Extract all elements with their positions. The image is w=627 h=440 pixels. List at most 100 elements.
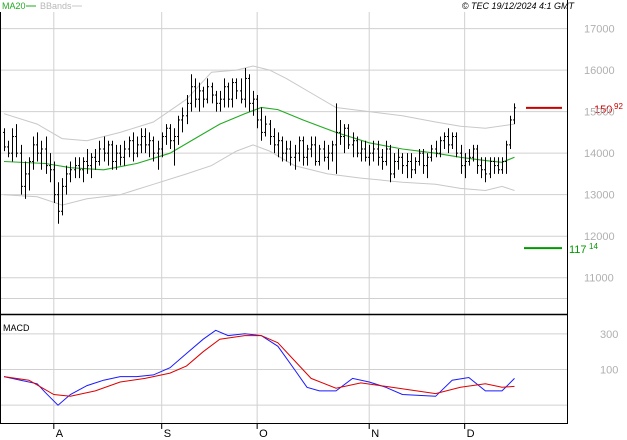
ohlc-bar [107,140,110,166]
macd-tick-label: 300 [600,329,618,341]
ohlc-bar [501,157,504,174]
bollinger-upper-band [3,65,515,142]
ohlc-bar [327,144,330,170]
ohlc-bar [289,140,292,166]
ohlc-bar [476,144,479,174]
ohlc-bar [148,132,151,158]
ohlc-bar [152,136,155,162]
ohlc-bar [269,119,272,145]
ma20-line [3,106,515,171]
ohlc-bar [115,144,118,170]
ohlc-bar [165,124,168,145]
ohlc-bar [7,140,10,158]
price-tick-label: 14000 [584,148,615,160]
ohlc-bar [310,136,313,158]
ohlc-bar [111,140,114,170]
ohlc-bar [489,157,492,179]
ohlc-bar [451,132,454,150]
macd-tick-label: 100 [600,365,618,377]
ohlc-bar [381,149,384,170]
price-tick-label: 15000 [584,107,615,119]
ohlc-bar [302,136,305,166]
ohlc-bar [343,124,346,154]
ohlc-bar [443,132,446,150]
ohlc-bar [372,140,375,162]
ohlc-bar [256,95,259,129]
price-y-axis: 11000 12000 13000 14000 15000 16000 17000 100 30… [584,24,618,377]
ohlc-bar [468,149,471,166]
ohlc-bar [161,132,164,158]
ohlc-bar [86,149,89,174]
ohlc-bar [65,165,68,195]
ohlc-bar [464,153,467,179]
ohlc-bar [181,107,184,133]
ohlc-bar [190,74,193,112]
ohlc-bar [447,128,450,154]
ohlc-bar [360,140,363,162]
ma20-curve [3,106,515,171]
ohlc-bar [426,153,429,179]
ohlc-bar [273,128,276,154]
ohlc-bar [61,178,64,216]
ohlc-bar [57,182,60,224]
ohlc-bar [74,157,77,179]
ohlc-bar [393,153,396,179]
ohlc-bar [82,157,85,183]
ohlc-bar [264,115,267,137]
month-label: N [371,428,379,440]
ohlc-bar [219,90,222,112]
ohlc-bar [318,144,321,166]
ohlc-bar [430,144,433,162]
ohlc-bar [377,140,380,166]
ohlc-bar [94,149,97,170]
price-tick-label: 13000 [584,190,615,202]
ohlc-bar [78,157,81,179]
ohlc-bar [285,140,288,162]
ohlc-bar [260,107,263,141]
ohlc-bar [177,115,180,145]
ohlc-bar [157,140,160,170]
ohlc-bar [202,86,205,108]
bollinger-lower-band [3,144,515,206]
ohlc-bar [140,128,143,154]
ohlc-bar [509,115,512,150]
ohlc-bar [314,136,317,166]
price-tick-label: 17000 [584,24,615,36]
ohlc-bar [11,128,14,162]
ohlc-bar [69,161,72,183]
chart-frame [0,0,568,424]
ohlc-bar [53,161,56,203]
ohlc-bar [45,136,48,174]
support-level-value: 117 [569,244,587,256]
ohlc-bar [198,82,201,112]
ohlc-bar [493,157,496,174]
ohlc-bar [294,144,297,170]
bbands-legend-label: BBands [40,1,72,11]
macd-title: MACD [3,323,30,333]
ohlc-bar [418,149,421,166]
price-bars [3,68,516,224]
ohlc-bar [252,90,255,116]
macd-line [3,329,515,406]
ohlc-bar [397,149,400,170]
ohlc-bar [211,82,214,104]
support-level-fraction: 14 [589,242,598,251]
ohlc-bar [422,149,425,174]
ohlc-bar [323,140,326,162]
ohlc-bar [40,140,43,170]
copyright-label: © TEC 19/12/2024 4:1 GMT [462,1,576,11]
price-tick-label: 16000 [584,65,615,77]
ohlc-bar [460,144,463,174]
ohlc-bar [410,153,413,179]
ohlc-bar [298,136,301,162]
month-label: D [467,428,475,440]
ohlc-bar [3,128,6,152]
resistance-level-value: 150 [594,104,612,116]
macd-panel: MACD [3,323,515,406]
price-levels: 150 92 117 14 [524,102,623,256]
ohlc-bar [331,140,334,162]
resistance-level-fraction: 92 [614,102,623,111]
ohlc-bar [356,136,359,158]
ohlc-bar [401,153,404,174]
ohlc-bar [455,132,458,158]
